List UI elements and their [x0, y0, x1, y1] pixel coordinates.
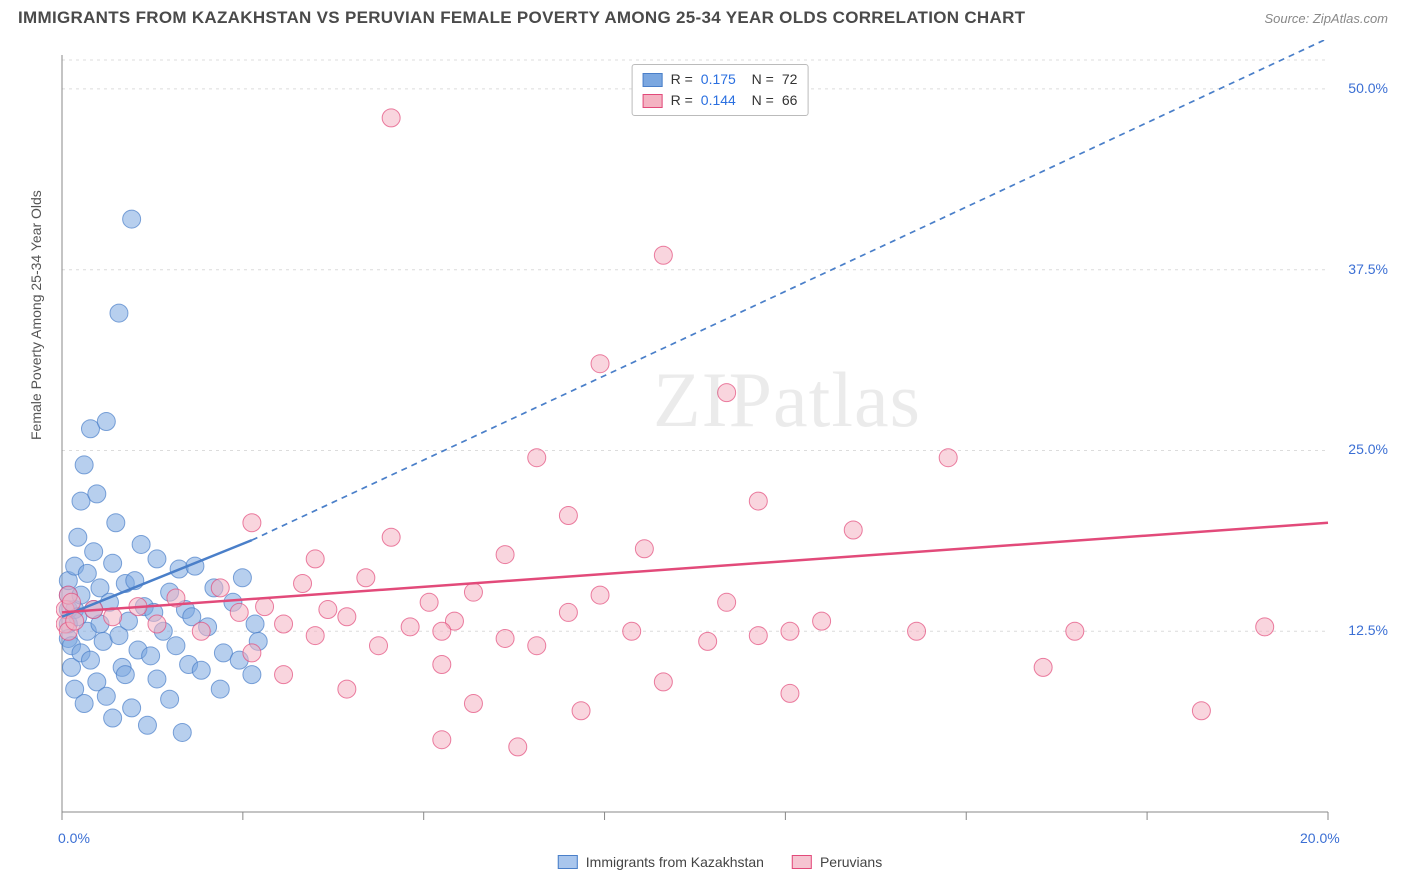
x-tick-label: 0.0%	[58, 830, 90, 846]
swatch-peruvians-icon	[643, 94, 663, 108]
n-value-kazakhstan: 72	[782, 69, 798, 90]
chart-area: Female Poverty Among 25-34 Year Olds ZIP…	[50, 40, 1390, 840]
y-tick-label: 37.5%	[1348, 261, 1388, 277]
n-value-peruvians: 66	[782, 90, 798, 111]
y-tick-label: 25.0%	[1348, 441, 1388, 457]
legend-label-peruvians: Peruvians	[820, 854, 882, 870]
source-attribution: Source: ZipAtlas.com	[1264, 11, 1388, 26]
r-label: R =	[671, 69, 693, 90]
x-tick-label: 20.0%	[1300, 830, 1340, 846]
r-value-kazakhstan: 0.175	[701, 69, 736, 90]
chart-title: IMMIGRANTS FROM KAZAKHSTAN VS PERUVIAN F…	[18, 8, 1025, 28]
legend-item-peruvians: Peruvians	[792, 854, 882, 870]
legend-row-peruvians: R = 0.144 N = 66	[643, 90, 798, 111]
r-value-peruvians: 0.144	[701, 90, 736, 111]
legend-row-kazakhstan: R = 0.175 N = 72	[643, 69, 798, 90]
swatch-peruvians-icon	[792, 855, 812, 869]
legend-bottom: Immigrants from Kazakhstan Peruvians	[558, 854, 882, 870]
y-tick-label: 50.0%	[1348, 80, 1388, 96]
legend-correlation-box: R = 0.175 N = 72 R = 0.144 N = 66	[632, 64, 809, 116]
legend-item-kazakhstan: Immigrants from Kazakhstan	[558, 854, 764, 870]
n-label: N =	[744, 69, 774, 90]
scatter-plot-svg	[56, 40, 1386, 840]
legend-label-kazakhstan: Immigrants from Kazakhstan	[586, 854, 764, 870]
swatch-kazakhstan-icon	[558, 855, 578, 869]
r-label: R =	[671, 90, 693, 111]
swatch-kazakhstan-icon	[643, 73, 663, 87]
n-label: N =	[744, 90, 774, 111]
y-axis-label: Female Poverty Among 25-34 Year Olds	[28, 190, 44, 440]
y-tick-label: 12.5%	[1348, 622, 1388, 638]
